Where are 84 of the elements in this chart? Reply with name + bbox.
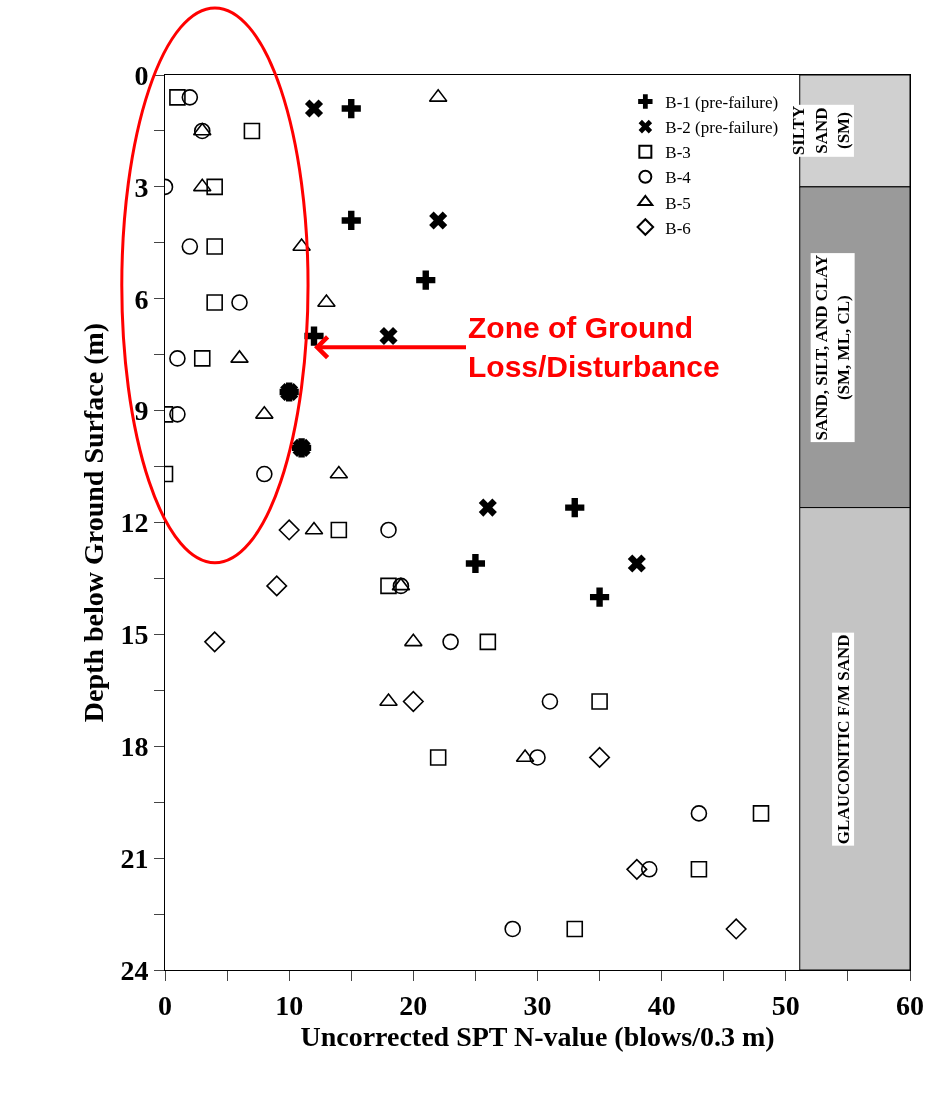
- legend-label: B-1 (pre-failure): [665, 93, 779, 113]
- annotation: Zone of Ground Loss/Disturbance: [468, 311, 720, 383]
- point: [565, 497, 585, 518]
- point: [529, 749, 546, 766]
- y-tick-label: 9: [134, 395, 149, 427]
- point: [690, 861, 708, 878]
- y-tick-label: 21: [120, 842, 149, 874]
- point: [589, 746, 611, 768]
- point: [231, 294, 248, 311]
- point: [379, 326, 398, 346]
- point: [329, 465, 349, 479]
- band-label: SAND, SILT, AND CLAY (SM, ML, CL): [812, 254, 854, 441]
- x-tick-label: 30: [523, 989, 552, 1021]
- point: [589, 587, 610, 607]
- point: [566, 920, 584, 938]
- point: [341, 98, 361, 119]
- point: [725, 918, 747, 940]
- point: [266, 575, 288, 597]
- point: [429, 749, 447, 766]
- x-tick-label: 20: [399, 989, 428, 1021]
- legend-label: B-6: [665, 218, 691, 238]
- point: [169, 89, 186, 106]
- point: [204, 631, 226, 653]
- y-tick-label: 0: [134, 59, 149, 91]
- point: [504, 920, 521, 938]
- point: [278, 519, 300, 541]
- point: [541, 693, 559, 710]
- point: [591, 693, 608, 710]
- y-tick-label: 12: [120, 507, 149, 539]
- x-tick-label: 60: [896, 989, 924, 1021]
- x-axis-title: Uncorrected SPT N-value (blows/0.3 m): [300, 1020, 775, 1052]
- y-tick-label: 24: [120, 954, 149, 986]
- point: [379, 693, 398, 707]
- y-tick-label: 6: [134, 283, 149, 315]
- legend-label: B-3: [665, 143, 691, 163]
- band-label: SILTY SAND (SM): [789, 105, 853, 156]
- point: [465, 553, 486, 574]
- point: [627, 554, 646, 573]
- point: [316, 294, 336, 308]
- band-label: GLAUCONITIC F/M SAND: [833, 634, 853, 845]
- point: [403, 633, 423, 647]
- y-tick-label: 18: [120, 731, 149, 763]
- point: [192, 122, 212, 136]
- y-tick-label: 3: [134, 171, 149, 203]
- point: [690, 805, 708, 822]
- point: [626, 858, 648, 880]
- point: [752, 805, 770, 822]
- point: [292, 238, 312, 252]
- point: [640, 861, 658, 878]
- point: [256, 465, 273, 483]
- x-tick-label: 0: [158, 989, 172, 1021]
- point: [380, 521, 397, 539]
- point: [416, 270, 436, 290]
- point: [341, 210, 361, 231]
- point: [392, 577, 410, 595]
- legend-label: B-2 (pre-failure): [665, 118, 779, 138]
- point: [442, 633, 459, 651]
- point: [206, 178, 223, 196]
- x-tick-label: 10: [275, 989, 304, 1021]
- point: [169, 406, 186, 423]
- legend-label: B-5: [665, 193, 691, 213]
- point: [192, 178, 212, 192]
- point: [330, 521, 348, 539]
- point: [206, 294, 223, 311]
- point: [304, 99, 324, 118]
- point: [206, 238, 223, 255]
- x-tick-label: 40: [647, 989, 676, 1021]
- y-axis-title: Depth below Ground Surface (m): [78, 322, 110, 723]
- point: [380, 577, 397, 595]
- point: [169, 350, 186, 367]
- legend-label: B-4: [665, 168, 692, 188]
- point: [402, 690, 424, 713]
- y-tick-label: 15: [120, 619, 149, 651]
- x-tick-label: 50: [771, 989, 800, 1021]
- point: [429, 211, 448, 230]
- point: [304, 521, 324, 535]
- point: [193, 122, 211, 140]
- point: [243, 122, 261, 140]
- point: [479, 633, 497, 651]
- point: [478, 498, 497, 517]
- point: [181, 238, 199, 255]
- point: [181, 89, 199, 106]
- point: [193, 350, 211, 367]
- point: [304, 326, 324, 346]
